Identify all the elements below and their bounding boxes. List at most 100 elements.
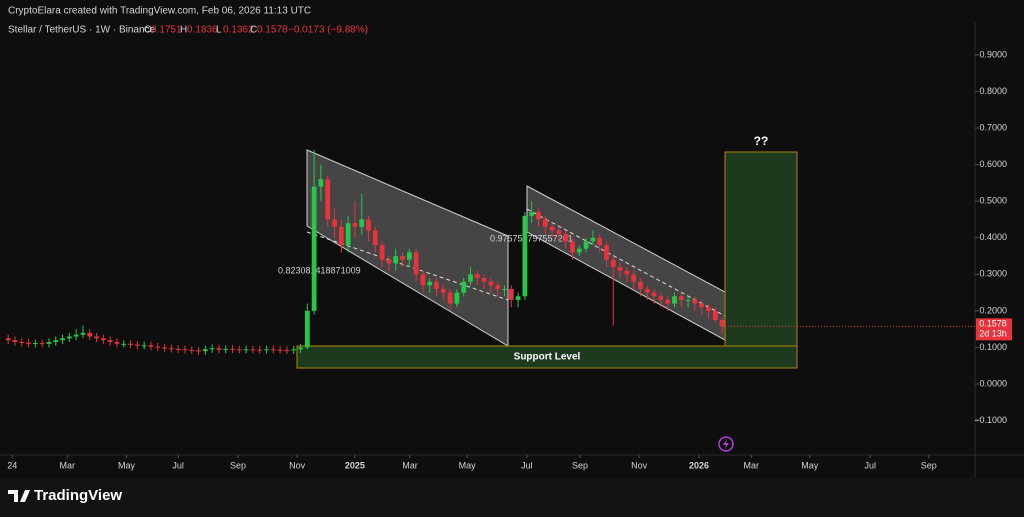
candle-body: [291, 349, 297, 351]
candle-body: [481, 277, 487, 282]
candle-body: [189, 350, 195, 352]
candle-body: [338, 226, 344, 246]
annotation: 0.975758797557201: [490, 233, 573, 243]
candle-body: [128, 343, 133, 345]
h-label: H: [180, 25, 187, 36]
last-price-label: 0.1578: [979, 319, 1007, 329]
candle-body: [699, 303, 705, 308]
x-tick-label: Nov: [631, 460, 648, 470]
candle-body: [604, 245, 609, 260]
y-tick-label: 0.8000: [979, 86, 1007, 96]
candle-body: [134, 344, 140, 346]
candle-body: [332, 219, 337, 227]
x-tick-label: Sep: [572, 460, 588, 470]
candle-body: [434, 281, 439, 289]
candle-body: [393, 256, 399, 264]
candle-body: [638, 281, 643, 289]
legend-line: Stellar / TetherUS · 1W · Binance O 0.17…: [8, 25, 368, 36]
y-tick-label: 0.4000: [979, 232, 1007, 242]
candle-body: [39, 343, 45, 345]
candle-body: [617, 267, 623, 271]
l-value: 0.1362: [223, 25, 254, 36]
o-label: O: [144, 25, 152, 36]
candle-body: [522, 215, 528, 297]
candle-body: [400, 256, 405, 260]
candle-body: [658, 296, 664, 300]
candle-body: [597, 237, 603, 246]
candle-body: [556, 230, 562, 235]
candle-body: [542, 219, 548, 227]
candle-body: [209, 348, 215, 350]
candle-body: [447, 292, 453, 304]
candle-body: [440, 288, 446, 293]
x-tick-label: 24: [7, 460, 17, 470]
candle-body: [672, 296, 677, 304]
candle-body: [352, 223, 358, 227]
candle-body: [19, 341, 25, 343]
candle-body: [590, 237, 596, 242]
candle-body: [454, 292, 460, 304]
support-zone: [296, 345, 798, 369]
candle-body: [270, 349, 276, 351]
candle-body: [712, 310, 718, 321]
x-tick-label: May: [801, 460, 819, 470]
y-tick-label: 0.0000: [979, 378, 1007, 388]
candle-body: [583, 241, 589, 249]
candle-body: [311, 186, 317, 311]
x-tick-label: Nov: [289, 460, 306, 470]
candle-body: [406, 252, 412, 260]
candle-body: [243, 349, 249, 351]
candle-body: [121, 343, 127, 345]
candle-body: [685, 299, 691, 301]
candle-body: [706, 307, 711, 311]
y-tick-label: 0.5000: [979, 196, 1007, 206]
candle-body: [148, 345, 154, 347]
candle-body: [420, 274, 426, 286]
candle-body: [610, 259, 616, 268]
candle-body: [692, 299, 698, 304]
x-tick-label: Mar: [744, 460, 760, 470]
candle-body: [379, 245, 385, 260]
candle-body: [678, 296, 684, 300]
candle-body: [468, 274, 473, 282]
candle-body: [216, 348, 222, 350]
candle-body: [644, 288, 650, 293]
annotation: ??: [754, 134, 769, 148]
candle-body: [107, 340, 113, 342]
candle-body: [284, 350, 290, 352]
c-label: C: [250, 25, 257, 36]
candle-body: [515, 296, 521, 300]
countdown: 2d 13h: [979, 329, 1007, 339]
candle-body: [87, 332, 93, 337]
logo-icon: [8, 490, 30, 502]
o-value: 0.1751: [151, 25, 182, 36]
candle-body: [12, 340, 18, 342]
y-tick-label: −0.1000: [974, 415, 1007, 425]
alert-icon: [718, 436, 734, 452]
candle-body: [536, 212, 541, 220]
candle-body: [73, 334, 79, 337]
y-tick-label: 0.3000: [979, 269, 1007, 279]
candle-body: [427, 281, 433, 286]
candle-body: [502, 288, 507, 290]
icon-bolt: [723, 439, 729, 449]
last-price-box: [976, 318, 1012, 341]
candle-body: [366, 219, 371, 231]
x-tick-label: May: [118, 460, 136, 470]
x-tick-label: Jul: [172, 460, 184, 470]
candle-body: [32, 343, 38, 345]
candle-body: [80, 332, 86, 335]
candle-body: [236, 349, 242, 351]
y-tick-label: 0.7000: [979, 122, 1007, 132]
candle-body: [162, 347, 167, 349]
candle-body: [570, 241, 575, 253]
candle-body: [100, 338, 106, 341]
y-tick-label: 0.2000: [979, 305, 1007, 315]
candle-body: [719, 320, 725, 327]
candle-body: [230, 348, 235, 350]
y-tick-label: 0.1000: [979, 342, 1007, 352]
candle-body: [624, 270, 630, 275]
c-value: 0.1578: [257, 25, 288, 36]
candle-body: [529, 212, 535, 216]
